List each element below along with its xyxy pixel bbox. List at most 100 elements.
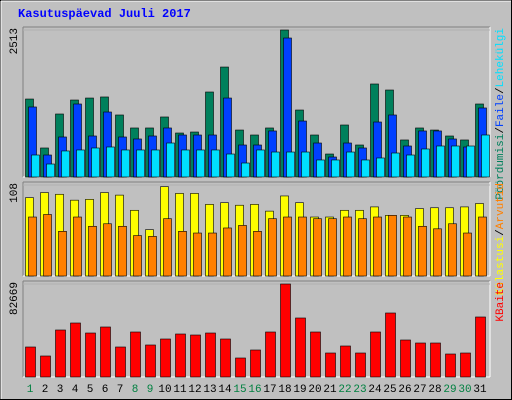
- bar: [466, 145, 475, 178]
- bar: [70, 322, 81, 378]
- bar: [223, 227, 232, 277]
- bar: [196, 149, 205, 178]
- legend: Külastusi/Arvutid: [495, 183, 507, 295]
- bar: [346, 151, 355, 178]
- bar: [151, 149, 160, 178]
- bar: [361, 159, 370, 178]
- legend-entry: Külastusi: [495, 235, 507, 295]
- chart-title: Kasutuspäevad Juuli 2017: [18, 7, 191, 21]
- y-tick-label: 2513: [9, 28, 21, 54]
- bar: [286, 151, 295, 178]
- legend-entry: KBaite: [495, 282, 507, 322]
- bar: [388, 215, 397, 277]
- bar: [313, 218, 322, 277]
- legend-entry: Lehekülgi: [495, 28, 507, 88]
- bar: [253, 231, 262, 277]
- legend-entry: Pöördumisi: [495, 133, 507, 199]
- legend-entry: Faile: [495, 94, 507, 127]
- y-tick-label: 108: [9, 183, 21, 203]
- bar: [61, 150, 70, 178]
- bar: [463, 232, 472, 277]
- bar: [268, 218, 277, 277]
- bar: [355, 352, 366, 378]
- bar: [406, 154, 415, 178]
- x-tick-label: 21: [323, 384, 337, 396]
- x-tick-label: 20: [308, 384, 321, 396]
- x-tick-label: 3: [57, 384, 64, 396]
- x-tick-label: 12: [188, 384, 201, 396]
- bar: [430, 342, 441, 378]
- bar: [91, 147, 100, 178]
- bar: [400, 339, 411, 378]
- bar: [148, 236, 157, 277]
- bar: [415, 342, 426, 378]
- x-tick-label: 6: [102, 384, 109, 396]
- legend-separator: /: [495, 127, 507, 134]
- bar: [385, 312, 396, 378]
- bar: [418, 225, 427, 277]
- bar: [205, 332, 216, 378]
- x-tick-label: 31: [473, 384, 487, 396]
- bar: [250, 349, 261, 378]
- bar: [325, 352, 336, 378]
- bar: [166, 142, 175, 178]
- bar: [241, 162, 250, 178]
- x-tick-label: 7: [117, 384, 124, 396]
- bar: [280, 283, 291, 378]
- x-tick-label: 18: [278, 384, 291, 396]
- bar: [316, 159, 325, 178]
- bar: [331, 159, 340, 178]
- bar: [220, 338, 231, 378]
- x-tick-label: 14: [218, 384, 232, 396]
- bar: [76, 149, 85, 178]
- x-tick-label: 8: [132, 384, 139, 396]
- bar: [40, 355, 51, 378]
- x-tick-label: 24: [368, 384, 382, 396]
- x-tick-label: 27: [413, 384, 426, 396]
- bar: [133, 235, 142, 277]
- legend-separator: /: [495, 87, 507, 94]
- bar: [160, 338, 171, 378]
- bar: [265, 331, 276, 378]
- legend-entry: Arvutid: [495, 183, 507, 229]
- bar: [43, 214, 52, 277]
- bar: [121, 149, 130, 178]
- bar: [373, 216, 382, 277]
- bar: [208, 232, 217, 277]
- bar: [145, 344, 156, 378]
- bar: [238, 225, 247, 277]
- bar: [358, 218, 367, 277]
- x-tick-label: 15: [233, 384, 246, 396]
- bar: [301, 151, 310, 178]
- x-tick-label: 1: [27, 384, 34, 396]
- bar: [190, 334, 201, 378]
- bar: [376, 157, 385, 178]
- bar: [28, 216, 37, 277]
- bar: [328, 218, 337, 277]
- bar: [73, 216, 82, 277]
- bar: [88, 225, 97, 277]
- bar: [163, 218, 172, 277]
- bar: [421, 148, 430, 178]
- bar: [481, 134, 490, 178]
- legend-separator: /: [495, 229, 507, 236]
- bar: [100, 326, 111, 378]
- x-tick-label: 17: [263, 384, 276, 396]
- x-tick-label: 4: [72, 384, 79, 396]
- x-tick-label: 30: [458, 384, 471, 396]
- x-tick-label: 28: [428, 384, 441, 396]
- x-tick-label: 26: [398, 384, 411, 396]
- bar: [475, 316, 486, 378]
- bar: [181, 149, 190, 178]
- x-tick-label: 23: [353, 384, 366, 396]
- bar: [391, 152, 400, 178]
- bar: [451, 145, 460, 178]
- legend: KBaite: [495, 282, 507, 322]
- x-tick-label: 22: [338, 384, 351, 396]
- bar: [178, 231, 187, 277]
- x-tick-label: 9: [147, 384, 154, 396]
- bar: [31, 154, 40, 178]
- x-tick-label: 10: [158, 384, 171, 396]
- x-tick-label: 2: [42, 384, 49, 396]
